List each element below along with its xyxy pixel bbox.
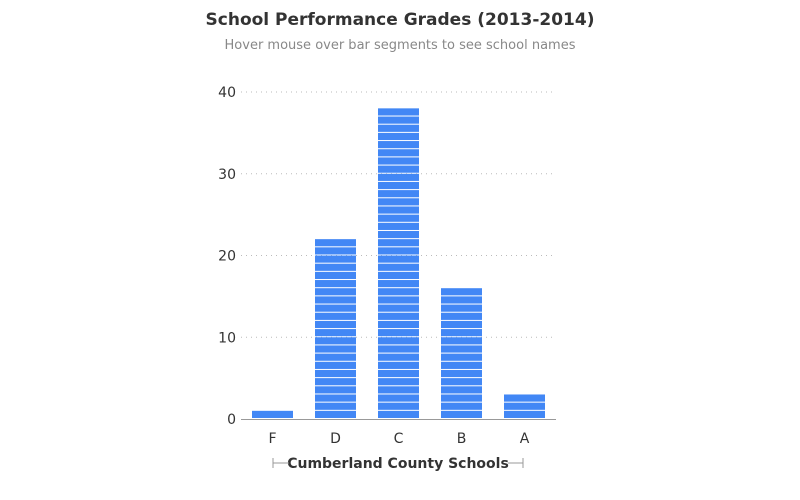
bar-segment[interactable] bbox=[315, 296, 356, 304]
bar-segment[interactable] bbox=[378, 165, 419, 173]
bar-segment[interactable] bbox=[378, 132, 419, 141]
bar-segment[interactable] bbox=[315, 353, 356, 361]
bar-segment[interactable] bbox=[315, 337, 356, 345]
bar-segment[interactable] bbox=[315, 255, 356, 263]
bar-segment[interactable] bbox=[315, 386, 356, 394]
bar-segment[interactable] bbox=[252, 410, 293, 418]
bar-segment[interactable] bbox=[378, 239, 419, 247]
bar-segment[interactable] bbox=[441, 320, 482, 329]
bar-segment[interactable] bbox=[378, 402, 419, 410]
bar-segment[interactable] bbox=[315, 345, 356, 353]
bar-segment[interactable] bbox=[315, 394, 356, 402]
bar-segment[interactable] bbox=[441, 361, 482, 369]
bar-segment[interactable] bbox=[441, 402, 482, 410]
bar-segment[interactable] bbox=[378, 255, 419, 263]
bar-segment[interactable] bbox=[378, 198, 419, 206]
bar-segment[interactable] bbox=[441, 369, 482, 378]
bar-segment[interactable] bbox=[441, 337, 482, 345]
bar-segment[interactable] bbox=[378, 337, 419, 345]
bar-segment[interactable] bbox=[378, 222, 419, 230]
bar-segment[interactable] bbox=[378, 329, 419, 337]
bar-segment[interactable] bbox=[315, 263, 356, 271]
bar-segment[interactable] bbox=[441, 394, 482, 402]
bar-segment[interactable] bbox=[378, 312, 419, 320]
x-tick-label: C bbox=[394, 431, 404, 447]
bar-segment[interactable] bbox=[378, 149, 419, 157]
bar-segment[interactable] bbox=[315, 239, 356, 247]
bar-segment[interactable] bbox=[378, 141, 419, 149]
bar-segment[interactable] bbox=[378, 206, 419, 214]
bar-segment[interactable] bbox=[378, 369, 419, 378]
bar-segment[interactable] bbox=[315, 304, 356, 312]
chart-title: School Performance Grades (2013-2014) bbox=[205, 10, 595, 30]
y-tick-label: 40 bbox=[218, 85, 236, 101]
x-axis-label: Cumberland County Schools bbox=[287, 456, 509, 472]
bar-segment[interactable] bbox=[378, 230, 419, 239]
bar-segment[interactable] bbox=[378, 214, 419, 222]
bar-segment[interactable] bbox=[315, 378, 356, 386]
y-tick-label: 20 bbox=[218, 249, 236, 265]
bar-segment[interactable] bbox=[315, 247, 356, 255]
bar-segment[interactable] bbox=[441, 296, 482, 304]
bar-segment[interactable] bbox=[378, 288, 419, 296]
bar-segment[interactable] bbox=[378, 263, 419, 271]
bar-segment[interactable] bbox=[378, 394, 419, 402]
bar-segment[interactable] bbox=[378, 296, 419, 304]
y-tick-label: 10 bbox=[218, 330, 236, 346]
x-axis-label-right-bracket bbox=[508, 458, 524, 468]
bar-segment[interactable] bbox=[378, 345, 419, 353]
bar-segment[interactable] bbox=[378, 304, 419, 312]
bar-segment[interactable] bbox=[378, 181, 419, 190]
y-tick-label: 0 bbox=[227, 412, 236, 428]
bar-segment[interactable] bbox=[441, 345, 482, 353]
bar-segment[interactable] bbox=[315, 410, 356, 418]
bar-segment[interactable] bbox=[441, 386, 482, 394]
bar-segment[interactable] bbox=[315, 329, 356, 337]
x-tick-label: D bbox=[330, 431, 341, 447]
bar-segment[interactable] bbox=[441, 378, 482, 386]
bar-segment[interactable] bbox=[315, 280, 356, 288]
bar-segment[interactable] bbox=[378, 190, 419, 198]
bar-segment[interactable] bbox=[315, 361, 356, 369]
bar-segment[interactable] bbox=[441, 288, 482, 296]
bar-segment[interactable] bbox=[315, 271, 356, 280]
bar-segment[interactable] bbox=[315, 288, 356, 296]
bar-segment[interactable] bbox=[504, 394, 545, 402]
bar-segment[interactable] bbox=[378, 108, 419, 116]
bar-segment[interactable] bbox=[378, 361, 419, 369]
bar-segment[interactable] bbox=[378, 173, 419, 181]
x-tick-label: A bbox=[520, 431, 530, 447]
bar-segment[interactable] bbox=[441, 329, 482, 337]
bar-segment[interactable] bbox=[315, 369, 356, 378]
bar-segment[interactable] bbox=[378, 116, 419, 124]
x-tick-label: F bbox=[268, 431, 276, 447]
bar-segment[interactable] bbox=[504, 410, 545, 418]
y-tick-label: 30 bbox=[218, 167, 236, 183]
bar-segment[interactable] bbox=[378, 378, 419, 386]
x-axis-label-left-bracket bbox=[272, 458, 289, 468]
bar-segment[interactable] bbox=[315, 402, 356, 410]
bar-segment[interactable] bbox=[378, 386, 419, 394]
bar-segment[interactable] bbox=[378, 271, 419, 280]
bar-segment[interactable] bbox=[378, 247, 419, 255]
bar-segment[interactable] bbox=[378, 280, 419, 288]
bar-segment[interactable] bbox=[378, 124, 419, 132]
bar-segment[interactable] bbox=[378, 353, 419, 361]
bar-segment[interactable] bbox=[378, 320, 419, 329]
x-tick-label: B bbox=[457, 431, 467, 447]
bar-segment[interactable] bbox=[441, 312, 482, 320]
bar-segment[interactable] bbox=[315, 312, 356, 320]
bar-segment[interactable] bbox=[504, 402, 545, 410]
bar-segment[interactable] bbox=[378, 410, 419, 418]
bar-segment[interactable] bbox=[441, 353, 482, 361]
bar-segment[interactable] bbox=[378, 157, 419, 165]
bar-segment[interactable] bbox=[441, 410, 482, 418]
bar-segment[interactable] bbox=[315, 320, 356, 329]
chart-subtitle: Hover mouse over bar segments to see sch… bbox=[224, 38, 576, 53]
bar-segment[interactable] bbox=[441, 304, 482, 312]
